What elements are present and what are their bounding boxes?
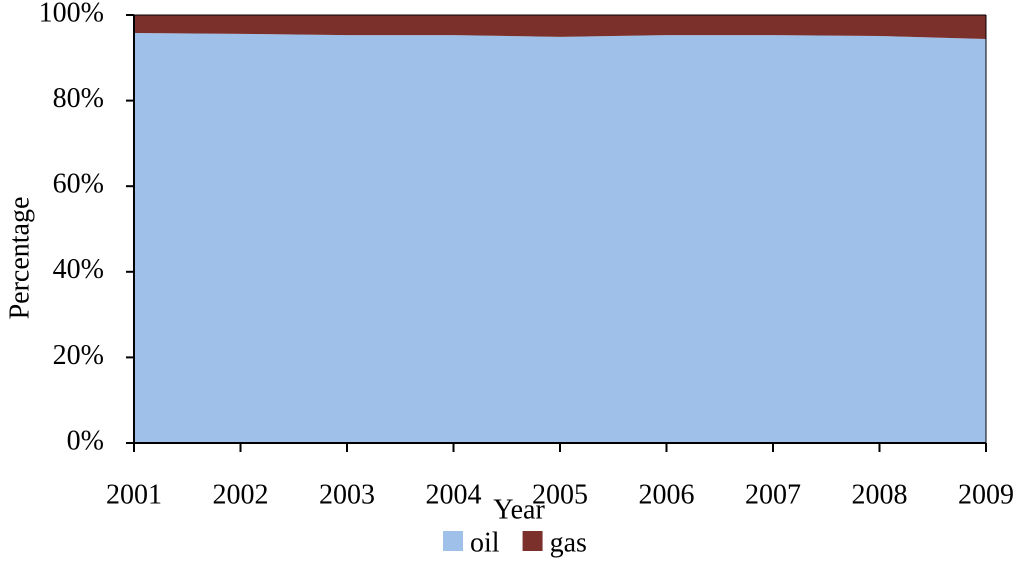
x-tick-label: 2007	[745, 479, 801, 510]
x-axis-label: Year	[493, 494, 545, 525]
x-tick-label: 2001	[106, 479, 162, 510]
y-tick-label: 0%	[67, 425, 104, 456]
y-tick-label: 40%	[53, 254, 104, 285]
x-tick-label: 2002	[213, 479, 269, 510]
x-tick-label: 2005	[532, 479, 588, 510]
y-tick-label: 100%	[39, 0, 104, 28]
area	[134, 32, 986, 443]
legend-swatch	[522, 531, 543, 551]
legend-label: oil	[470, 527, 500, 558]
x-tick-label: 2006	[639, 479, 695, 510]
area	[134, 15, 986, 39]
y-tick-label: 80%	[53, 83, 104, 114]
x-tick-label: 2009	[958, 479, 1014, 510]
x-tick-label: 2004	[426, 479, 482, 510]
x-tick-label: 2008	[852, 479, 908, 510]
y-tick-label: 60%	[53, 169, 104, 200]
x-tick-label: 2003	[319, 479, 375, 510]
y-tick-label: 20%	[53, 340, 104, 371]
y-axis-label: Percentage	[4, 197, 35, 320]
legend-swatch	[443, 531, 463, 551]
legend-label: gas	[550, 527, 587, 558]
